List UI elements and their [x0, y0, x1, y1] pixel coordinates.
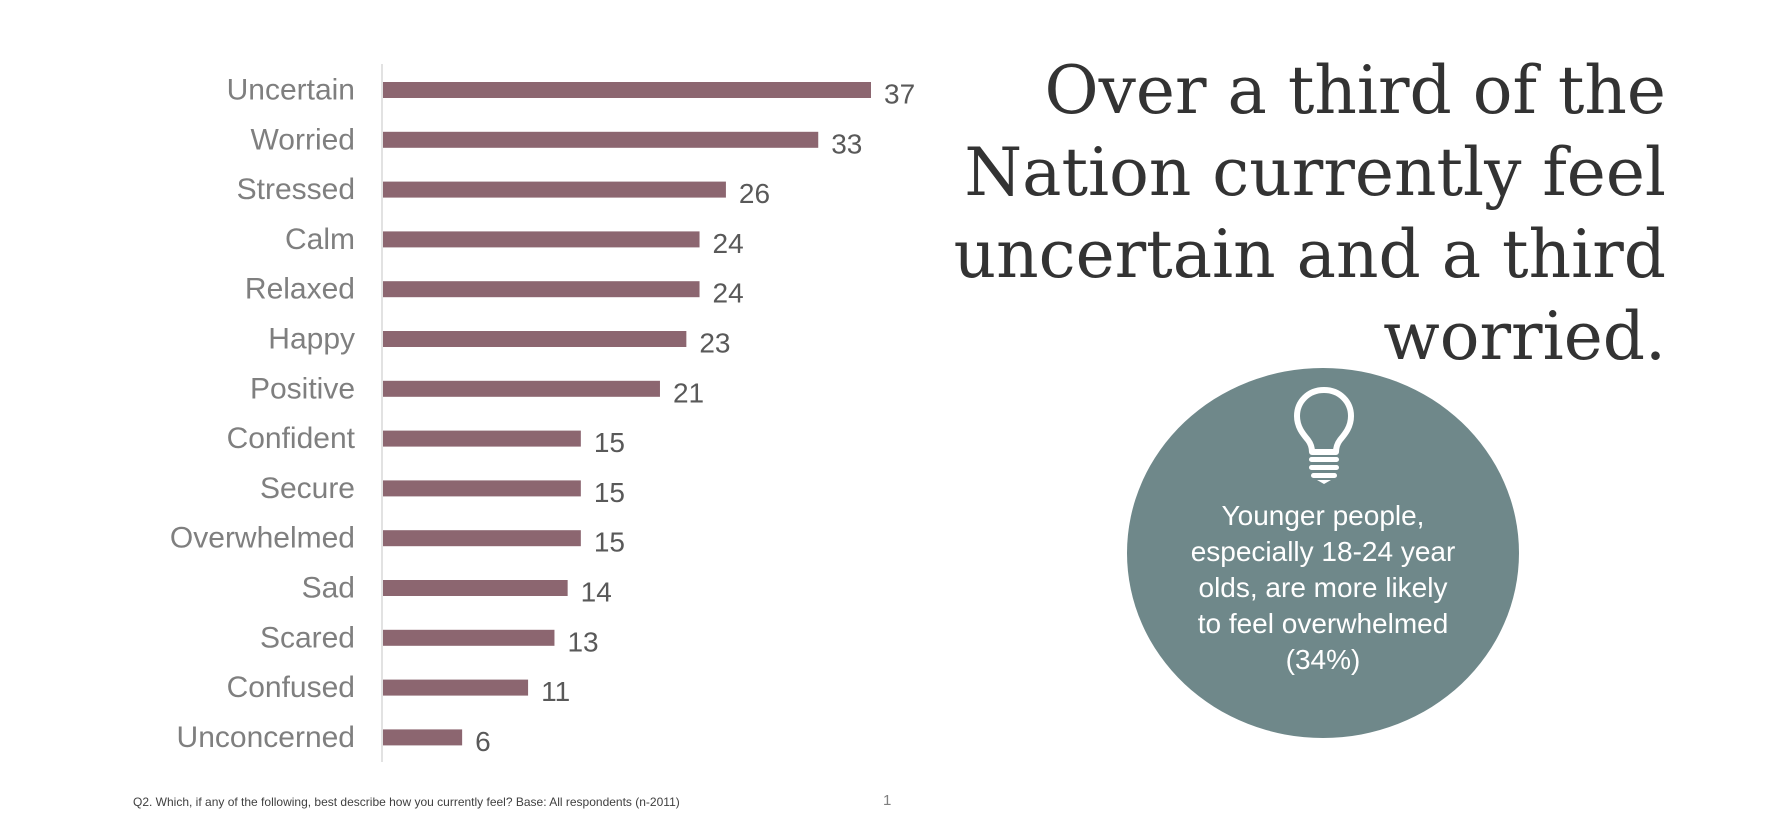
category-label: Secure [260, 472, 355, 505]
category-label: Sad [302, 572, 355, 605]
bar [383, 530, 581, 547]
data-label: 21 [673, 377, 704, 408]
bar [383, 131, 819, 148]
data-label: 33 [831, 128, 862, 159]
insight-callout: Younger people, especially 18-24 year ol… [1127, 368, 1519, 738]
bar [383, 181, 726, 198]
category-label: Confident [227, 422, 356, 455]
bar [383, 430, 581, 447]
bar-chart: Uncertain 37 Worried 33 Stressed 26 Calm 24 Rela… [170, 64, 915, 762]
bar [383, 82, 871, 98]
data-label: 37 [884, 79, 915, 110]
bar [383, 679, 529, 696]
data-label: 24 [713, 228, 744, 259]
data-label: 13 [567, 626, 598, 657]
data-label: 23 [699, 328, 730, 359]
bar [383, 629, 555, 646]
category-label: Worried [251, 123, 355, 156]
category-label: Unconcerned [177, 721, 355, 754]
page-number: 1 [883, 792, 892, 809]
bar [383, 480, 581, 497]
data-label: 15 [594, 427, 625, 458]
category-label: Overwhelmed [170, 522, 355, 555]
bar [383, 281, 700, 298]
category-label: Relaxed [245, 273, 355, 306]
bar [383, 580, 568, 596]
category-label: Stressed [237, 173, 355, 206]
category-label: Confused [227, 671, 355, 704]
insight-text: Younger people, especially 18-24 year ol… [1190, 500, 1456, 675]
bar [383, 331, 687, 347]
bar [383, 231, 700, 248]
category-label: Positive [250, 372, 355, 405]
bar [383, 380, 660, 397]
data-label: 6 [475, 726, 491, 757]
lightbulb-icon [1294, 387, 1354, 484]
data-label: 26 [739, 178, 770, 209]
category-label: Calm [285, 223, 355, 256]
category-label: Uncertain [227, 74, 355, 107]
category-label: Happy [268, 323, 355, 356]
data-label: 15 [594, 477, 625, 508]
data-label: 11 [541, 676, 570, 707]
bar [383, 729, 463, 746]
data-label: 15 [594, 527, 625, 558]
category-label: Scared [260, 621, 355, 654]
data-label: 14 [581, 577, 612, 608]
footnote: Q2. Which, if any of the following, best… [133, 795, 680, 809]
data-label: 24 [713, 278, 744, 309]
headline: Over a third of the Nation currently fee… [953, 52, 1666, 375]
